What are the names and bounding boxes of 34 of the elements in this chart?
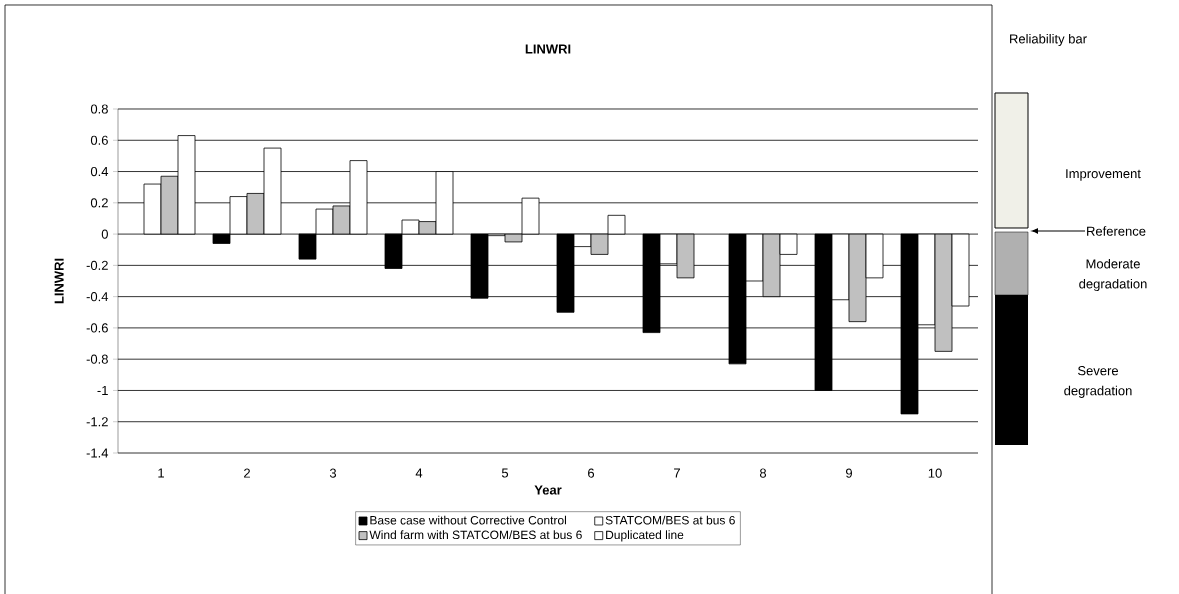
y-tick-label: -0.4: [86, 292, 109, 302]
x-tick-label: 7: [674, 468, 680, 478]
y-tick-label: -0.2: [86, 260, 108, 270]
y-tick-label: -1: [97, 385, 108, 395]
y-tick-label: -1.4: [86, 448, 109, 458]
text: Severe degradation: [1064, 366, 1132, 398]
x-tick-label: 8: [759, 468, 767, 478]
y-tick-label: -0.8: [86, 354, 108, 364]
legend-label: Wind farm with STATCOM/BES at bus 6: [369, 530, 582, 540]
text: Reliability bar: [1010, 33, 1087, 47]
x-tick-label: 2: [244, 468, 250, 478]
x-tick-label: 6: [588, 468, 595, 478]
y-tick-label: 0.6: [90, 135, 108, 145]
y-axis-title: LINWRI: [54, 258, 64, 304]
text: Reference: [1087, 226, 1146, 236]
text: Improvement: [1066, 169, 1141, 181]
x-tick-label: 1: [158, 468, 164, 478]
y-tick-label: -0.6: [86, 323, 108, 333]
x-tick-label: 9: [846, 468, 852, 478]
y-tick-label: 0.4: [90, 166, 109, 177]
legend-label: Duplicated line: [606, 530, 684, 542]
x-tick-label: 3: [329, 468, 337, 478]
x-tick-label: 10: [928, 468, 942, 478]
legend-label: STATCOM/BES at bus 6: [605, 515, 735, 525]
y-tick-label: 0.2: [90, 198, 108, 208]
chart-title: LINWRI: [525, 44, 571, 54]
y-tick-label: -1.2: [86, 417, 108, 427]
legend-label: Base case without Corrective Control: [370, 515, 566, 525]
x-axis-title: Year: [534, 485, 562, 495]
x-tick-label: 4: [415, 468, 423, 478]
text: Moderate degradation: [1079, 258, 1147, 292]
y-tick-label: 0: [101, 229, 108, 239]
y-tick-label: 0.8: [90, 104, 108, 114]
x-tick-label: 5: [501, 468, 509, 478]
